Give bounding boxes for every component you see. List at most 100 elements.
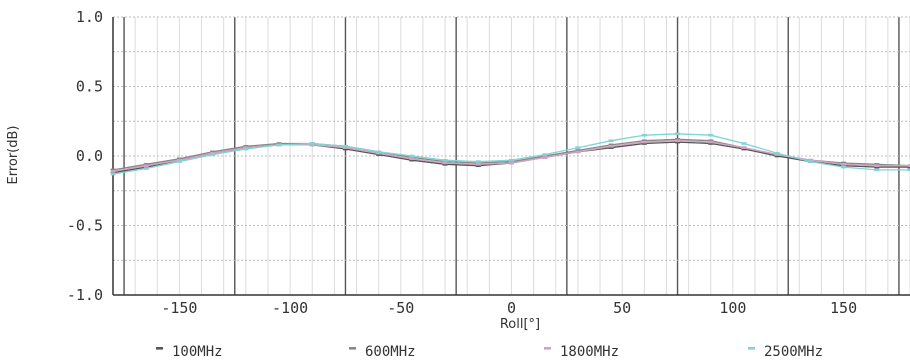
- data-point: [143, 165, 149, 169]
- data-point: [841, 163, 847, 166]
- data-point: [110, 172, 116, 176]
- series-lines: [110, 132, 910, 176]
- legend-item: 1800MHz: [544, 344, 619, 360]
- data-point: [309, 143, 315, 147]
- y-axis-label: Error(dB): [6, 125, 21, 184]
- grid: [112, 16, 910, 296]
- data-point: [675, 132, 681, 136]
- y-tick-label: 1.0: [76, 8, 103, 26]
- data-point: [376, 151, 382, 155]
- data-point: [176, 158, 182, 162]
- data-point: [475, 163, 481, 166]
- legend-item: 600MHz: [349, 344, 416, 360]
- data-point: [243, 146, 249, 149]
- data-point: [608, 144, 614, 148]
- data-point: [874, 165, 880, 169]
- data-point: [475, 160, 481, 163]
- y-tick-label: -1.0: [67, 286, 103, 304]
- data-point: [807, 158, 813, 162]
- data-point: [708, 142, 714, 145]
- data-point: [542, 154, 548, 158]
- data-point: [641, 142, 647, 145]
- data-point: [342, 147, 348, 151]
- y-tick-labels: 1.0 0.5 0.0 -0.5 -1.0: [67, 8, 103, 304]
- data-point: [210, 151, 216, 155]
- legend-marker: [748, 347, 755, 350]
- data-point: [575, 149, 581, 152]
- data-point: [210, 150, 216, 154]
- data-point: [841, 165, 847, 169]
- data-point: [675, 140, 681, 144]
- data-point: [376, 150, 382, 154]
- data-point: [907, 168, 910, 172]
- legend-label: 600MHz: [365, 344, 416, 360]
- legend-item: 2500MHz: [748, 344, 823, 360]
- data-point: [907, 165, 910, 169]
- data-point: [442, 158, 448, 162]
- data-point: [210, 153, 216, 156]
- data-point: [409, 158, 415, 162]
- data-point: [841, 161, 847, 165]
- legend-item: 100MHz: [156, 344, 223, 360]
- legend-label: 100MHz: [172, 344, 223, 360]
- x-tick-label: 0: [507, 299, 516, 317]
- legend-label: 1800MHz: [560, 344, 619, 360]
- data-point: [774, 154, 780, 158]
- data-point: [509, 158, 514, 162]
- data-point: [475, 161, 481, 165]
- x-tick-label: 50: [613, 299, 631, 317]
- data-point: [708, 140, 714, 144]
- data-point: [509, 160, 514, 163]
- data-point: [276, 142, 282, 145]
- y-tick-label: 0.0: [76, 147, 103, 165]
- data-point: [342, 144, 348, 148]
- x-tick-label: 150: [830, 299, 857, 317]
- data-point: [110, 169, 116, 173]
- data-point: [608, 139, 614, 143]
- data-point: [774, 151, 780, 155]
- data-point: [641, 133, 647, 137]
- data-point: [243, 144, 249, 148]
- data-point: [542, 153, 548, 156]
- data-point: [608, 146, 614, 149]
- data-point: [409, 154, 415, 158]
- x-axis-label: Roll[°]: [500, 317, 540, 332]
- x-tick-label: -150: [161, 299, 197, 317]
- data-point: [442, 161, 448, 165]
- data-point: [442, 160, 448, 163]
- data-point: [176, 160, 182, 163]
- data-point: [143, 167, 149, 170]
- data-point: [841, 164, 847, 168]
- data-point: [110, 168, 116, 172]
- data-point: [807, 160, 813, 163]
- data-point: [110, 171, 116, 174]
- data-point: [575, 150, 581, 154]
- data-point: [376, 153, 382, 156]
- x-tick-label: -100: [272, 299, 308, 317]
- y-tick-label: 0.5: [76, 78, 103, 96]
- data-point: [176, 157, 182, 161]
- legend-marker: [156, 347, 163, 350]
- data-point: [509, 161, 514, 165]
- x-tick-labels: -150 -100 -50 0 50 100 150: [161, 299, 857, 317]
- data-point: [907, 164, 910, 168]
- data-point: [675, 138, 681, 141]
- data-point: [409, 157, 415, 161]
- data-point: [741, 142, 747, 145]
- data-point: [542, 156, 548, 159]
- data-point: [874, 168, 880, 172]
- data-point: [641, 140, 647, 144]
- legend-label: 2500MHz: [764, 344, 823, 360]
- data-point: [774, 153, 780, 156]
- y-tick-label: -0.5: [67, 217, 103, 235]
- data-point: [143, 163, 149, 166]
- x-tick-label: -50: [387, 299, 414, 317]
- data-point: [608, 143, 614, 147]
- x-tick-label: 100: [719, 299, 746, 317]
- data-point: [641, 139, 647, 143]
- data-point: [342, 146, 348, 149]
- data-point: [143, 164, 149, 168]
- data-point: [442, 163, 448, 166]
- data-point: [874, 164, 880, 168]
